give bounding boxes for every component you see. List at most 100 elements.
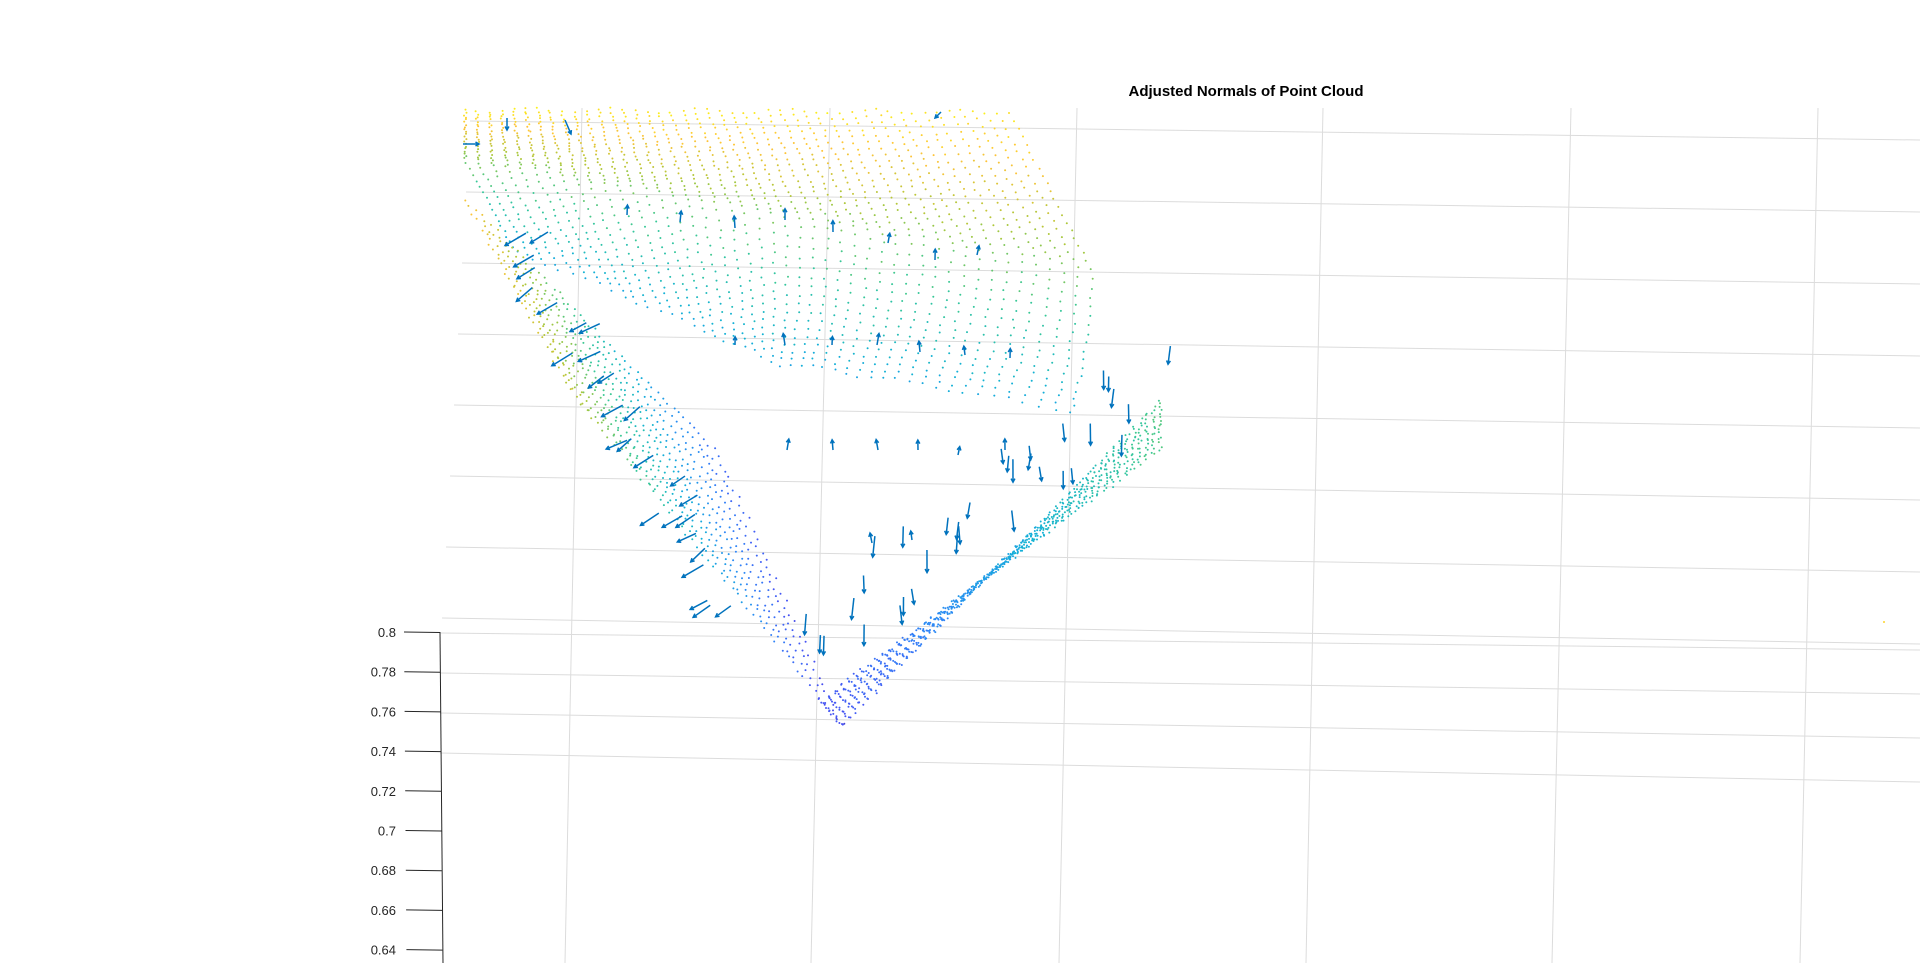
- cloud-point: [875, 289, 878, 292]
- cloud-point: [612, 161, 615, 163]
- cloud-point: [997, 563, 999, 566]
- cloud-point: [982, 333, 985, 336]
- cloud-point: [794, 207, 797, 210]
- cloud-point: [955, 225, 958, 227]
- cloud-point: [835, 706, 838, 709]
- cloud-point: [922, 636, 925, 639]
- cloud-point: [1150, 451, 1153, 454]
- cloud-point: [856, 376, 858, 379]
- cloud-point: [593, 143, 596, 146]
- cloud-point: [599, 163, 602, 166]
- cloud-point: [524, 262, 527, 265]
- cloud-point: [728, 297, 731, 300]
- cloud-point: [568, 219, 570, 222]
- cloud-point: [958, 208, 961, 210]
- cloud-point: [730, 312, 732, 315]
- cloud-point: [840, 229, 843, 232]
- cloud-point: [870, 376, 873, 379]
- cloud-point: [950, 261, 952, 264]
- cloud-point: [545, 164, 548, 167]
- cloud-point: [680, 427, 683, 430]
- cloud-point: [755, 177, 757, 180]
- cloud-point: [950, 218, 953, 221]
- cloud-point: [1124, 443, 1127, 445]
- cloud-point: [531, 155, 534, 158]
- cloud-point: [666, 486, 668, 489]
- cloud-point: [873, 127, 875, 130]
- cloud-point: [622, 158, 625, 161]
- cloud-point: [702, 513, 705, 516]
- cloud-point: [815, 111, 818, 114]
- cloud-point: [769, 211, 772, 214]
- cloud-point: [852, 352, 855, 355]
- cloud-point: [596, 204, 598, 207]
- cloud-point: [829, 199, 832, 202]
- cloud-point: [904, 197, 907, 200]
- cloud-point: [733, 249, 736, 252]
- cloud-point: [839, 696, 842, 699]
- cloud-point: [757, 576, 760, 579]
- cloud-point: [701, 316, 704, 319]
- z-tick-mark: [405, 830, 442, 832]
- cloud-point: [602, 394, 605, 396]
- cloud-point: [693, 107, 696, 110]
- cloud-point: [662, 428, 665, 431]
- cloud-point: [724, 501, 726, 504]
- cloud-point: [758, 597, 761, 600]
- cloud-point: [563, 118, 565, 121]
- cloud-point: [1043, 534, 1046, 537]
- cloud-point: [616, 176, 619, 179]
- cloud-point: [1028, 221, 1031, 224]
- cloud-point: [540, 258, 543, 260]
- cloud-point: [886, 184, 889, 187]
- cloud-point: [832, 712, 835, 715]
- cloud-point: [609, 343, 612, 346]
- cloud-point: [666, 465, 669, 468]
- cloud-point: [639, 125, 642, 127]
- cloud-point: [651, 249, 653, 252]
- cloud-point: [948, 280, 951, 283]
- cloud-point: [537, 111, 540, 114]
- cloud-point: [661, 199, 664, 202]
- cloud-point: [1116, 471, 1119, 474]
- cloud-point: [684, 533, 687, 536]
- cloud-point: [870, 665, 873, 668]
- cloud-point: [659, 480, 662, 483]
- cloud-point: [712, 565, 715, 568]
- cloud-point: [713, 200, 716, 203]
- cloud-point: [772, 231, 775, 234]
- cloud-point: [642, 445, 645, 447]
- cloud-point: [670, 147, 673, 149]
- cloud-point: [641, 262, 644, 265]
- cloud-point: [819, 312, 822, 315]
- cloud-point: [716, 512, 719, 515]
- cloud-point: [497, 228, 500, 231]
- cloud-point: [893, 263, 896, 266]
- cloud-point: [577, 354, 580, 357]
- cloud-point: [593, 145, 596, 148]
- cloud-point: [702, 268, 705, 270]
- cloud-point: [589, 364, 592, 367]
- normal-vector-head: [714, 612, 720, 618]
- cloud-point: [784, 225, 787, 228]
- cloud-point: [721, 552, 723, 554]
- cloud-point: [1028, 194, 1031, 197]
- cloud-point: [800, 191, 803, 194]
- cloud-point: [537, 228, 540, 231]
- cloud-point: [938, 374, 941, 377]
- cloud-point: [867, 171, 870, 174]
- cloud-point: [1013, 120, 1015, 123]
- cloud-point: [715, 208, 718, 211]
- normal-vector-head: [675, 538, 682, 543]
- cloud-point: [710, 253, 713, 256]
- cloud-point: [714, 562, 717, 565]
- cloud-point: [1150, 412, 1153, 415]
- cloud-point: [959, 108, 962, 111]
- cloud-point: [849, 282, 852, 285]
- cloud-point: [491, 149, 494, 152]
- cloud-point: [935, 339, 938, 342]
- cloud-point: [637, 246, 640, 249]
- cloud-point: [1078, 490, 1081, 493]
- cloud-point: [692, 174, 695, 176]
- cloud-point: [785, 264, 788, 267]
